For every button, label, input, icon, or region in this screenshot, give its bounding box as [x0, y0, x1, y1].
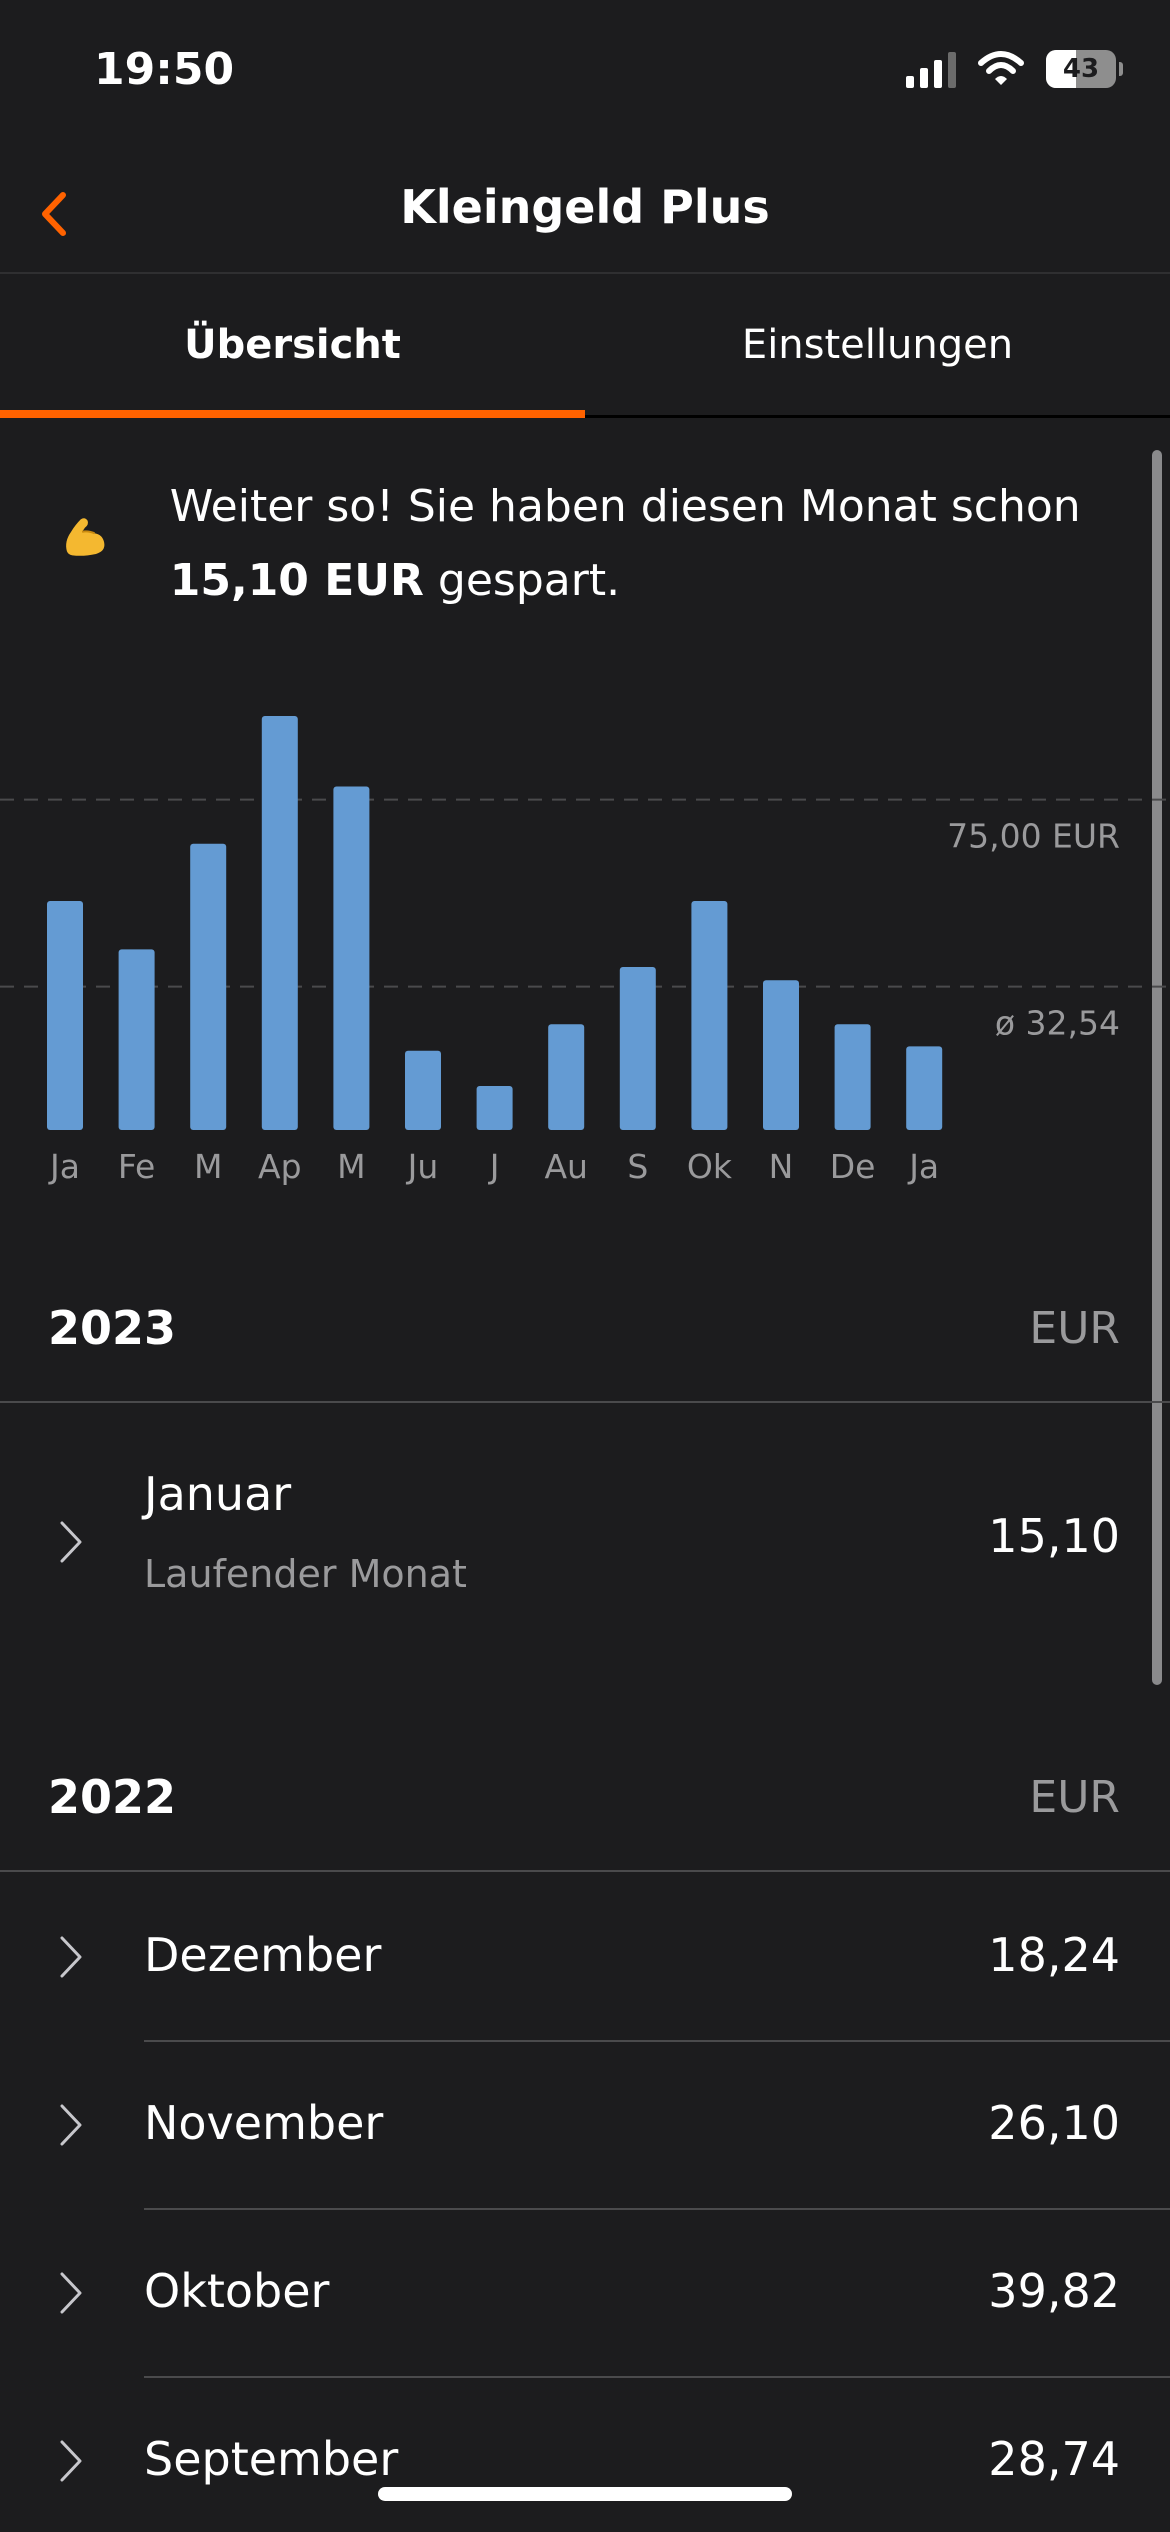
status-icons: 43	[906, 50, 1123, 88]
chart-bar[interactable]	[906, 1046, 943, 1130]
row-divider	[144, 2208, 1170, 2210]
chart-x-label: Ja	[907, 1147, 939, 1186]
tab-uebersicht[interactable]: Übersicht	[0, 274, 585, 418]
month-amount: 18,24	[988, 1928, 1120, 1982]
chart-bar[interactable]	[763, 980, 799, 1130]
month-amount: 39,82	[988, 2264, 1120, 2318]
scrollbar[interactable]	[1152, 450, 1162, 1685]
chart-x-label: Ju	[406, 1147, 439, 1186]
chevron-right-icon	[60, 2272, 82, 2314]
month-label: Januar	[144, 1467, 292, 1521]
chart-x-label: De	[830, 1147, 876, 1186]
battery-icon: 43	[1046, 50, 1123, 88]
tab-bar: Übersicht Einstellungen	[0, 274, 1170, 418]
month-amount: 15,10	[988, 1509, 1120, 1563]
banner-amount: 15,10 EUR	[169, 555, 424, 606]
chart-bar[interactable]	[405, 1050, 441, 1130]
chart-x-label: M	[337, 1147, 365, 1186]
section-year: 2022	[48, 1770, 177, 1824]
month-row-dezember[interactable]: Dezember 18,24	[0, 1874, 1170, 2042]
month-subtitle: Laufender Monat	[144, 1552, 467, 1596]
banner-text-before: Weiter so! Sie haben diesen Monat schon	[169, 481, 1081, 532]
flexed-biceps-icon	[66, 518, 105, 556]
cellular-signal-icon	[906, 50, 956, 88]
monthly-savings-chart: 75,00 EUR ø 32,54 Ja Fe M Ap M Ju J Au S Ok N De Ja	[0, 716, 1170, 1186]
row-divider	[144, 2040, 1170, 2042]
chevron-right-icon	[60, 1521, 82, 1563]
chevron-right-icon	[60, 2104, 82, 2146]
month-row-september[interactable]: September 28,74	[0, 2378, 1170, 2532]
tab-einstellungen[interactable]: Einstellungen	[741, 321, 1014, 368]
row-divider	[144, 2376, 1170, 2378]
chart-bar[interactable]	[834, 1024, 871, 1130]
chart-x-label: Fe	[118, 1147, 155, 1186]
chart-bar[interactable]	[118, 949, 155, 1130]
battery-level: 43	[1062, 54, 1100, 84]
chart-x-label: Ja	[48, 1147, 80, 1186]
month-amount: 28,74	[988, 2432, 1120, 2486]
month-label: November	[144, 2096, 384, 2150]
chart-x-label: Ok	[687, 1147, 733, 1186]
chart-x-label: Ap	[258, 1147, 302, 1186]
banner-message: Weiter so! Sie haben diesen Monat schon …	[170, 470, 1120, 618]
section-year: 2023	[48, 1301, 177, 1355]
month-label: Dezember	[144, 1928, 382, 1982]
month-row-november[interactable]: November 26,10	[0, 2042, 1170, 2210]
chart-x-label: M	[194, 1147, 222, 1186]
section-currency: EUR	[1029, 1302, 1120, 1354]
reference-line-label: ø 32,54	[995, 1004, 1120, 1043]
month-label: September	[144, 2432, 399, 2486]
chart-bar[interactable]	[548, 1024, 585, 1130]
wifi-icon	[978, 51, 1024, 85]
chart-x-label: J	[488, 1147, 500, 1186]
chart-x-label: Au	[544, 1147, 588, 1186]
back-button[interactable]	[24, 184, 84, 244]
month-amount: 26,10	[988, 2096, 1120, 2150]
chart-bar[interactable]	[261, 716, 298, 1130]
month-label: Oktober	[144, 2264, 330, 2318]
chart-x-label: N	[769, 1147, 794, 1186]
battery-fill	[1046, 50, 1077, 88]
section-header-2022: 2022 EUR	[0, 1722, 1170, 1872]
chart-x-label: S	[627, 1147, 648, 1186]
chart-bar[interactable]	[333, 786, 370, 1130]
section-header-2023: 2023 EUR	[0, 1253, 1170, 1403]
home-indicator[interactable]	[378, 2487, 792, 2501]
chart-bar[interactable]	[190, 843, 227, 1130]
chevron-right-icon	[60, 2440, 82, 2482]
month-row-januar[interactable]: Januar Laufender Monat 15,10	[0, 1405, 1170, 1665]
savings-banner: Weiter so! Sie haben diesen Monat schon …	[60, 470, 1120, 618]
chart-bar[interactable]	[47, 900, 83, 1130]
status-time: 19:50	[94, 44, 235, 95]
chart-bar[interactable]	[691, 900, 728, 1130]
page-title: Kleingeld Plus	[400, 180, 770, 234]
reference-line-label: 75,00 EUR	[947, 817, 1120, 856]
chart-bar[interactable]	[476, 1085, 513, 1130]
banner-text-after: gespart.	[423, 555, 621, 606]
chevron-right-icon	[60, 1936, 82, 1978]
chevron-left-icon	[42, 192, 66, 236]
chart-bar[interactable]	[619, 967, 656, 1130]
month-row-oktober[interactable]: Oktober 39,82	[0, 2210, 1170, 2378]
navigation-bar: Kleingeld Plus	[0, 150, 1170, 274]
section-currency: EUR	[1029, 1771, 1120, 1823]
